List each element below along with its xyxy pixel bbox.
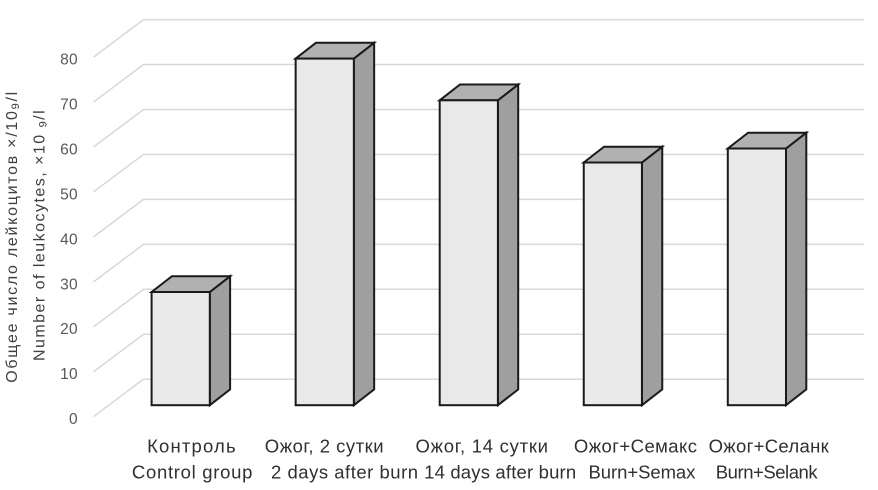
svg-text:Контроль: Контроль — [147, 435, 236, 456]
svg-text:40: 40 — [60, 231, 78, 248]
svg-text:70: 70 — [60, 96, 78, 113]
svg-text:Burn+Semax: Burn+Semax — [589, 461, 697, 482]
svg-text:Общее число лейкоцитов ×/109/l: Общее число лейкоцитов ×/109/l — [4, 92, 22, 383]
svg-text:50: 50 — [60, 186, 78, 203]
svg-text:Control group: Control group — [132, 461, 253, 482]
svg-text:14 days after burn: 14 days after burn — [424, 461, 576, 482]
svg-text:30: 30 — [60, 276, 78, 293]
svg-text:0: 0 — [69, 411, 78, 428]
svg-text:60: 60 — [60, 141, 78, 158]
svg-text:10: 10 — [60, 366, 78, 383]
svg-text:Ожог, 2 сутки: Ожог, 2 сутки — [265, 435, 384, 456]
svg-text:20: 20 — [60, 321, 78, 338]
svg-text:Number of leukocytes, ×10 9/l: Number of leukocytes, ×10 9/l — [32, 110, 50, 361]
svg-text:Ожог, 14 сутки: Ожог, 14 сутки — [416, 435, 549, 456]
svg-text:Ожог+Семакс: Ожог+Семакс — [574, 435, 697, 456]
svg-text:Burn+Selank: Burn+Selank — [716, 461, 819, 482]
svg-text:2 days after burn: 2 days after burn — [271, 461, 418, 482]
svg-text:80: 80 — [60, 52, 78, 69]
svg-text:Ожог+Селанк: Ожог+Селанк — [709, 435, 830, 456]
